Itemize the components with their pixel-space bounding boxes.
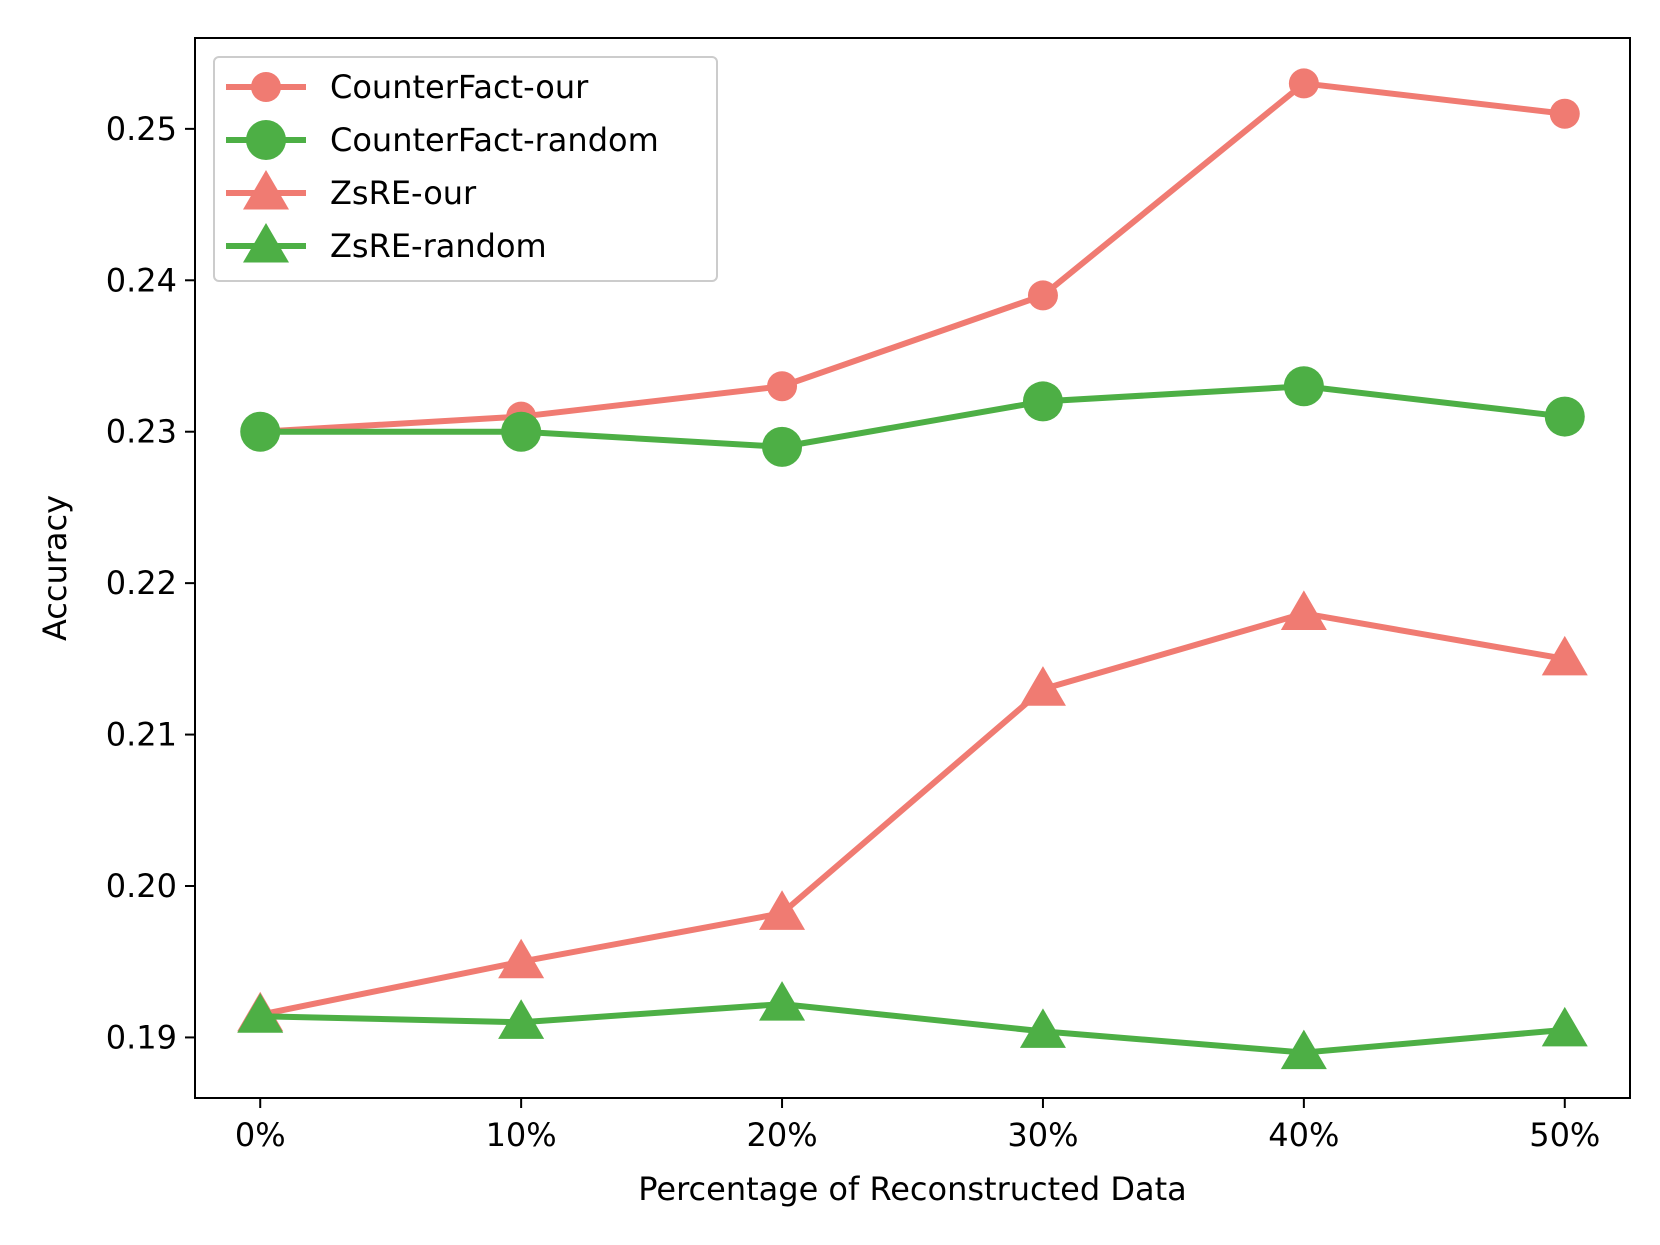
data-point-zsre-our-2 bbox=[759, 890, 806, 930]
data-point-counterfact-our-4 bbox=[1288, 68, 1319, 99]
legend-label-zsre-random: ZsRE-random bbox=[330, 227, 547, 265]
legend-box bbox=[213, 56, 718, 282]
data-point-counterfact-our-5 bbox=[1549, 98, 1580, 129]
x-tick-label: 0% bbox=[235, 1116, 286, 1154]
data-point-zsre-random-2 bbox=[759, 981, 806, 1021]
data-point-counterfact-our-2 bbox=[767, 371, 798, 402]
y-tick-label: 0.24 bbox=[106, 261, 177, 299]
data-point-counterfact-random-5 bbox=[1544, 396, 1585, 437]
y-axis-label: Accuracy bbox=[36, 495, 74, 641]
plot-frame bbox=[194, 37, 1631, 1099]
legend-marker-counterfact-random bbox=[246, 120, 286, 160]
data-point-zsre-random-3 bbox=[1019, 1008, 1066, 1048]
x-tick-label: 30% bbox=[1007, 1116, 1078, 1154]
data-point-counterfact-random-2 bbox=[762, 426, 803, 467]
data-point-counterfact-random-3 bbox=[1022, 381, 1063, 422]
legend-marker-zsre-random bbox=[243, 223, 289, 263]
series-line-counterfact-random bbox=[260, 383, 1566, 450]
data-point-zsre-random-4 bbox=[1280, 1029, 1327, 1070]
data-point-zsre-our-1 bbox=[498, 938, 545, 979]
y-tick-label: 0.22 bbox=[106, 564, 177, 602]
y-tick-label: 0.19 bbox=[106, 1018, 177, 1056]
legend-marker-counterfact-our bbox=[251, 72, 281, 102]
x-tick-label: 20% bbox=[746, 1116, 817, 1154]
legend-label-counterfact-our: CounterFact-our bbox=[330, 68, 589, 106]
legend-label-zsre-our: ZsRE-our bbox=[330, 174, 477, 212]
legend: CounterFact-our CounterFact-random ZsRE-ou… bbox=[213, 56, 718, 282]
data-point-zsre-random-0 bbox=[237, 993, 284, 1033]
series-line-zsre-random bbox=[260, 1001, 1566, 1056]
data-point-counterfact-our-3 bbox=[1027, 280, 1058, 311]
plot-area bbox=[237, 68, 1588, 1070]
data-point-counterfact-random-1 bbox=[501, 411, 542, 452]
legend-marker-zsre-our bbox=[243, 170, 289, 210]
y-tick-label: 0.23 bbox=[106, 413, 177, 451]
data-point-zsre-random-1 bbox=[498, 999, 545, 1039]
series-counterfact-random bbox=[240, 366, 1585, 467]
data-point-zsre-our-4 bbox=[1280, 590, 1327, 630]
series-zsre-our bbox=[237, 590, 1588, 1032]
data-point-zsre-our-5 bbox=[1541, 635, 1588, 676]
series-line-zsre-our bbox=[259, 610, 1566, 1018]
x-tick-label: 10% bbox=[486, 1116, 557, 1154]
x-axis-label: Percentage of Reconstructed Data bbox=[638, 1170, 1187, 1208]
legend-label-counterfact-random: CounterFact-random bbox=[330, 121, 659, 159]
y-tick-label: 0.21 bbox=[106, 716, 177, 754]
y-tick-label: 0.20 bbox=[106, 867, 177, 905]
x-tick-label: 50% bbox=[1529, 1116, 1600, 1154]
axes: 0% 10% 20% 30% 40% 50% 0.19 0.20 0.21 0.22 0.23 0.2… bbox=[106, 37, 1631, 1154]
data-point-counterfact-random-4 bbox=[1283, 366, 1324, 407]
series-line-counterfact-our bbox=[260, 80, 1566, 435]
x-tick-label: 40% bbox=[1268, 1116, 1339, 1154]
data-point-zsre-our-3 bbox=[1019, 666, 1066, 706]
data-point-counterfact-random-0 bbox=[240, 411, 281, 452]
series-zsre-random bbox=[237, 981, 1588, 1070]
y-tick-label: 0.25 bbox=[106, 110, 177, 148]
data-point-zsre-random-5 bbox=[1541, 1006, 1588, 1047]
